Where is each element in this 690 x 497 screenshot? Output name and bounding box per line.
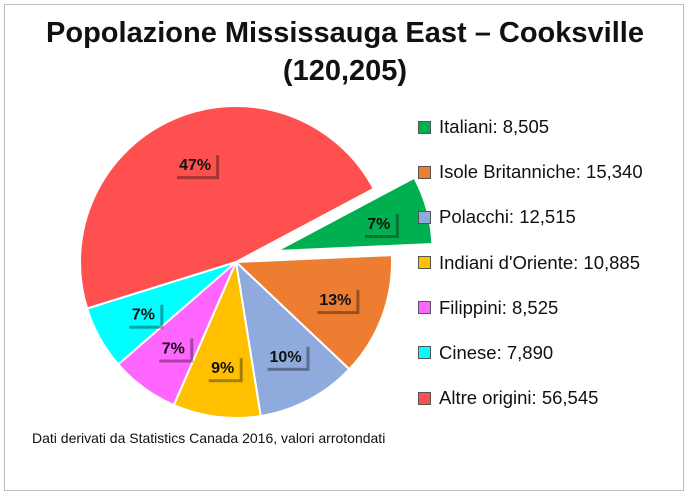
- slice-label-altre-origini: 47%: [174, 152, 220, 180]
- legend-swatch: [418, 210, 431, 224]
- legend-label: Altre origini: 56,545: [439, 387, 599, 409]
- slice-percent-polacchi: 10%: [270, 349, 302, 366]
- legend-swatch: [418, 391, 431, 405]
- slice-percent-isole-britanniche: 13%: [319, 292, 351, 309]
- legend-item-filippini: Filippini: 8,525: [418, 295, 643, 321]
- legend-swatch: [418, 165, 431, 179]
- legend-swatch: [418, 346, 431, 360]
- legend-swatch: [418, 301, 431, 315]
- slice-label-cinese: 7%: [126, 301, 164, 329]
- chart-title: Popolazione Mississauga East – Cooksvill…: [0, 14, 690, 90]
- slice-percent-altre-origini: 47%: [179, 157, 211, 174]
- legend-item-indiani-d-oriente: Indiani d'Oriente: 10,885: [418, 250, 643, 276]
- pie-slice-polacchi: [234, 259, 351, 418]
- slice-percent-indiani-d-oriente: 9%: [211, 360, 234, 377]
- legend-label: Filippini: 8,525: [439, 296, 559, 318]
- slice-percent-cinese: 7%: [132, 307, 155, 324]
- legend-item-polacchi: Polacchi: 12,515: [418, 204, 643, 230]
- chart-legend: Italiani: 8,505 Isole Britanniche: 15,340…: [418, 114, 643, 430]
- slice-label-italiani: 7%: [361, 211, 399, 239]
- legend-swatch: [418, 256, 431, 270]
- source-note: Dati derivati da Statistics Canada 2016,…: [32, 430, 386, 446]
- legend-label: Cinese: 7,890: [439, 341, 554, 363]
- slice-label-indiani-d-oriente: 9%: [205, 355, 243, 383]
- legend-label: Italiani: 8,505: [439, 116, 550, 137]
- slice-label-isole-britanniche: 13%: [314, 287, 360, 315]
- slice-percent-filippini: 7%: [162, 341, 185, 358]
- chart-title-line1: Popolazione Mississauga East – Cooksvill…: [46, 17, 644, 49]
- legend-item-isole-britanniche: Isole Britanniche: 15,340: [418, 159, 643, 185]
- legend-label: Indiani d'Oriente: 10,885: [439, 251, 641, 273]
- pie-slice-altre-origini: [79, 105, 376, 310]
- legend-item-altre-origini: Altre origini: 56,545: [418, 385, 643, 411]
- chart-title-line2: (120,205): [282, 55, 408, 87]
- legend-item-italiani: Italiani: 8,505: [418, 114, 643, 140]
- legend-swatch: [418, 120, 431, 134]
- pie-slice-isole-britanniche: [233, 254, 393, 371]
- legend-label: Isole Britanniche: 15,340: [439, 161, 643, 183]
- slice-label-polacchi: 10%: [264, 343, 310, 371]
- legend-label: Polacchi: 12,515: [439, 206, 576, 228]
- legend-item-cinese: Cinese: 7,890: [418, 340, 643, 366]
- slice-percent-italiani: 7%: [367, 216, 390, 233]
- slice-label-filippini: 7%: [156, 335, 194, 363]
